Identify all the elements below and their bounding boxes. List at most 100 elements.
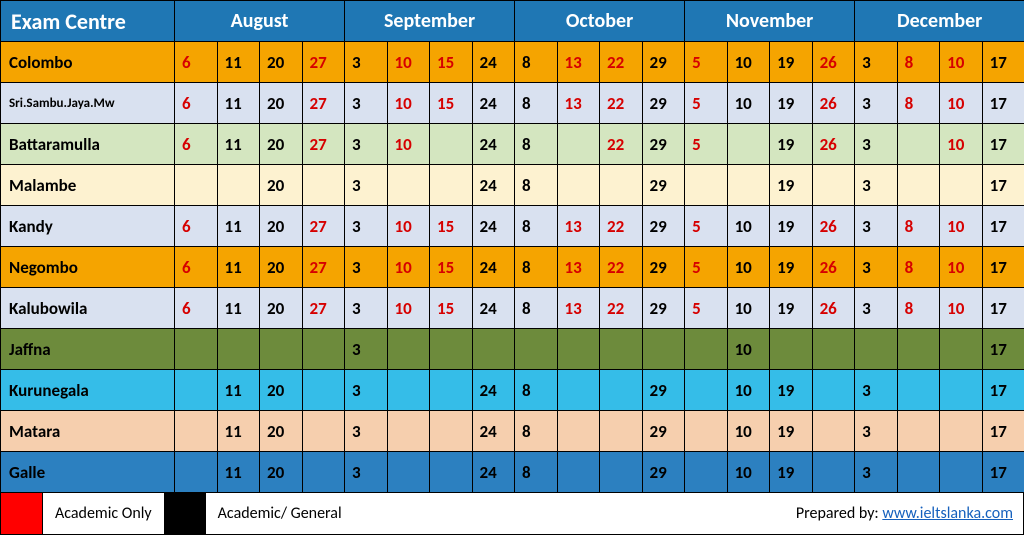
date-cell: 13	[557, 247, 600, 288]
month-header-december: December	[855, 1, 1024, 42]
date-cell	[175, 370, 218, 411]
date-cell	[600, 452, 643, 493]
date-cell: 8	[897, 247, 940, 288]
date-cell: 13	[557, 83, 600, 124]
date-cell: 5	[685, 42, 728, 83]
date-cell: 22	[600, 83, 643, 124]
date-cell	[812, 329, 855, 370]
legend-bar: Academic Only Academic/ General Prepared…	[0, 493, 1024, 535]
date-cell: 22	[600, 124, 643, 165]
date-cell: 20	[260, 411, 303, 452]
date-cell: 24	[472, 288, 515, 329]
date-cell	[175, 165, 218, 206]
source-link[interactable]: www.ieltslanka.com	[882, 504, 1013, 523]
date-cell: 10	[940, 42, 983, 83]
date-cell	[897, 329, 940, 370]
date-cell: 10	[727, 411, 770, 452]
date-cell	[387, 452, 430, 493]
date-cell	[727, 124, 770, 165]
date-cell	[387, 165, 430, 206]
date-cell: 27	[302, 206, 345, 247]
date-cell: 24	[472, 247, 515, 288]
date-cell: 26	[812, 288, 855, 329]
table-row: Battaramulla611202731024822295192631017	[1, 124, 1024, 165]
legend-label-academic-general: Academic/ General	[206, 504, 354, 523]
date-cell: 24	[472, 83, 515, 124]
date-cell	[940, 165, 983, 206]
date-cell: 26	[812, 247, 855, 288]
date-cell: 20	[260, 165, 303, 206]
date-cell: 3	[855, 83, 898, 124]
date-cell: 10	[387, 42, 430, 83]
date-cell: 8	[515, 83, 558, 124]
month-header-october: October	[515, 1, 685, 42]
date-cell	[685, 370, 728, 411]
date-cell: 26	[812, 206, 855, 247]
date-cell: 19	[770, 42, 813, 83]
table-row: Kurunegala11203248291019317	[1, 370, 1024, 411]
centre-name: Battaramulla	[1, 124, 175, 165]
date-cell: 20	[260, 288, 303, 329]
date-cell: 10	[727, 83, 770, 124]
date-cell	[812, 452, 855, 493]
date-cell	[387, 370, 430, 411]
date-cell: 11	[217, 452, 260, 493]
date-cell	[302, 452, 345, 493]
date-cell	[685, 411, 728, 452]
date-cell	[897, 411, 940, 452]
date-cell	[260, 329, 303, 370]
date-cell	[685, 452, 728, 493]
date-cell: 5	[685, 206, 728, 247]
date-cell: 8	[515, 247, 558, 288]
date-cell: 29	[642, 206, 685, 247]
date-cell: 6	[175, 247, 218, 288]
date-cell: 5	[685, 288, 728, 329]
date-cell: 19	[770, 206, 813, 247]
date-cell: 19	[770, 83, 813, 124]
date-cell: 10	[387, 124, 430, 165]
legend-swatch-academic-only	[1, 493, 43, 534]
legend-swatch-academic-general	[164, 493, 206, 534]
date-cell	[897, 370, 940, 411]
date-cell	[217, 165, 260, 206]
date-cell	[175, 329, 218, 370]
date-cell: 5	[685, 247, 728, 288]
date-cell: 29	[642, 124, 685, 165]
date-cell: 8	[897, 42, 940, 83]
date-cell: 24	[472, 370, 515, 411]
date-cell	[557, 165, 600, 206]
date-cell: 29	[642, 452, 685, 493]
date-cell: 20	[260, 247, 303, 288]
date-cell	[557, 329, 600, 370]
date-cell: 19	[770, 288, 813, 329]
date-cell: 8	[515, 411, 558, 452]
date-cell	[770, 329, 813, 370]
date-cell	[812, 411, 855, 452]
date-cell: 3	[855, 452, 898, 493]
date-cell: 10	[940, 83, 983, 124]
date-cell: 17	[982, 124, 1024, 165]
date-cell: 3	[855, 165, 898, 206]
month-header-november: November	[685, 1, 855, 42]
date-cell: 13	[557, 288, 600, 329]
date-cell: 3	[345, 247, 388, 288]
date-cell: 3	[345, 124, 388, 165]
date-cell: 20	[260, 452, 303, 493]
table-row: Malambe2032482919317	[1, 165, 1024, 206]
date-cell: 17	[982, 288, 1024, 329]
date-cell	[175, 452, 218, 493]
date-cell: 17	[982, 83, 1024, 124]
date-cell: 27	[302, 247, 345, 288]
date-cell: 10	[387, 288, 430, 329]
date-cell	[940, 329, 983, 370]
date-cell: 15	[430, 83, 473, 124]
date-cell: 3	[855, 206, 898, 247]
date-cell: 11	[217, 370, 260, 411]
date-cell	[685, 329, 728, 370]
date-cell: 17	[982, 370, 1024, 411]
date-cell: 3	[345, 370, 388, 411]
date-cell: 10	[727, 288, 770, 329]
date-cell: 17	[982, 452, 1024, 493]
date-cell: 20	[260, 124, 303, 165]
date-cell: 20	[260, 206, 303, 247]
